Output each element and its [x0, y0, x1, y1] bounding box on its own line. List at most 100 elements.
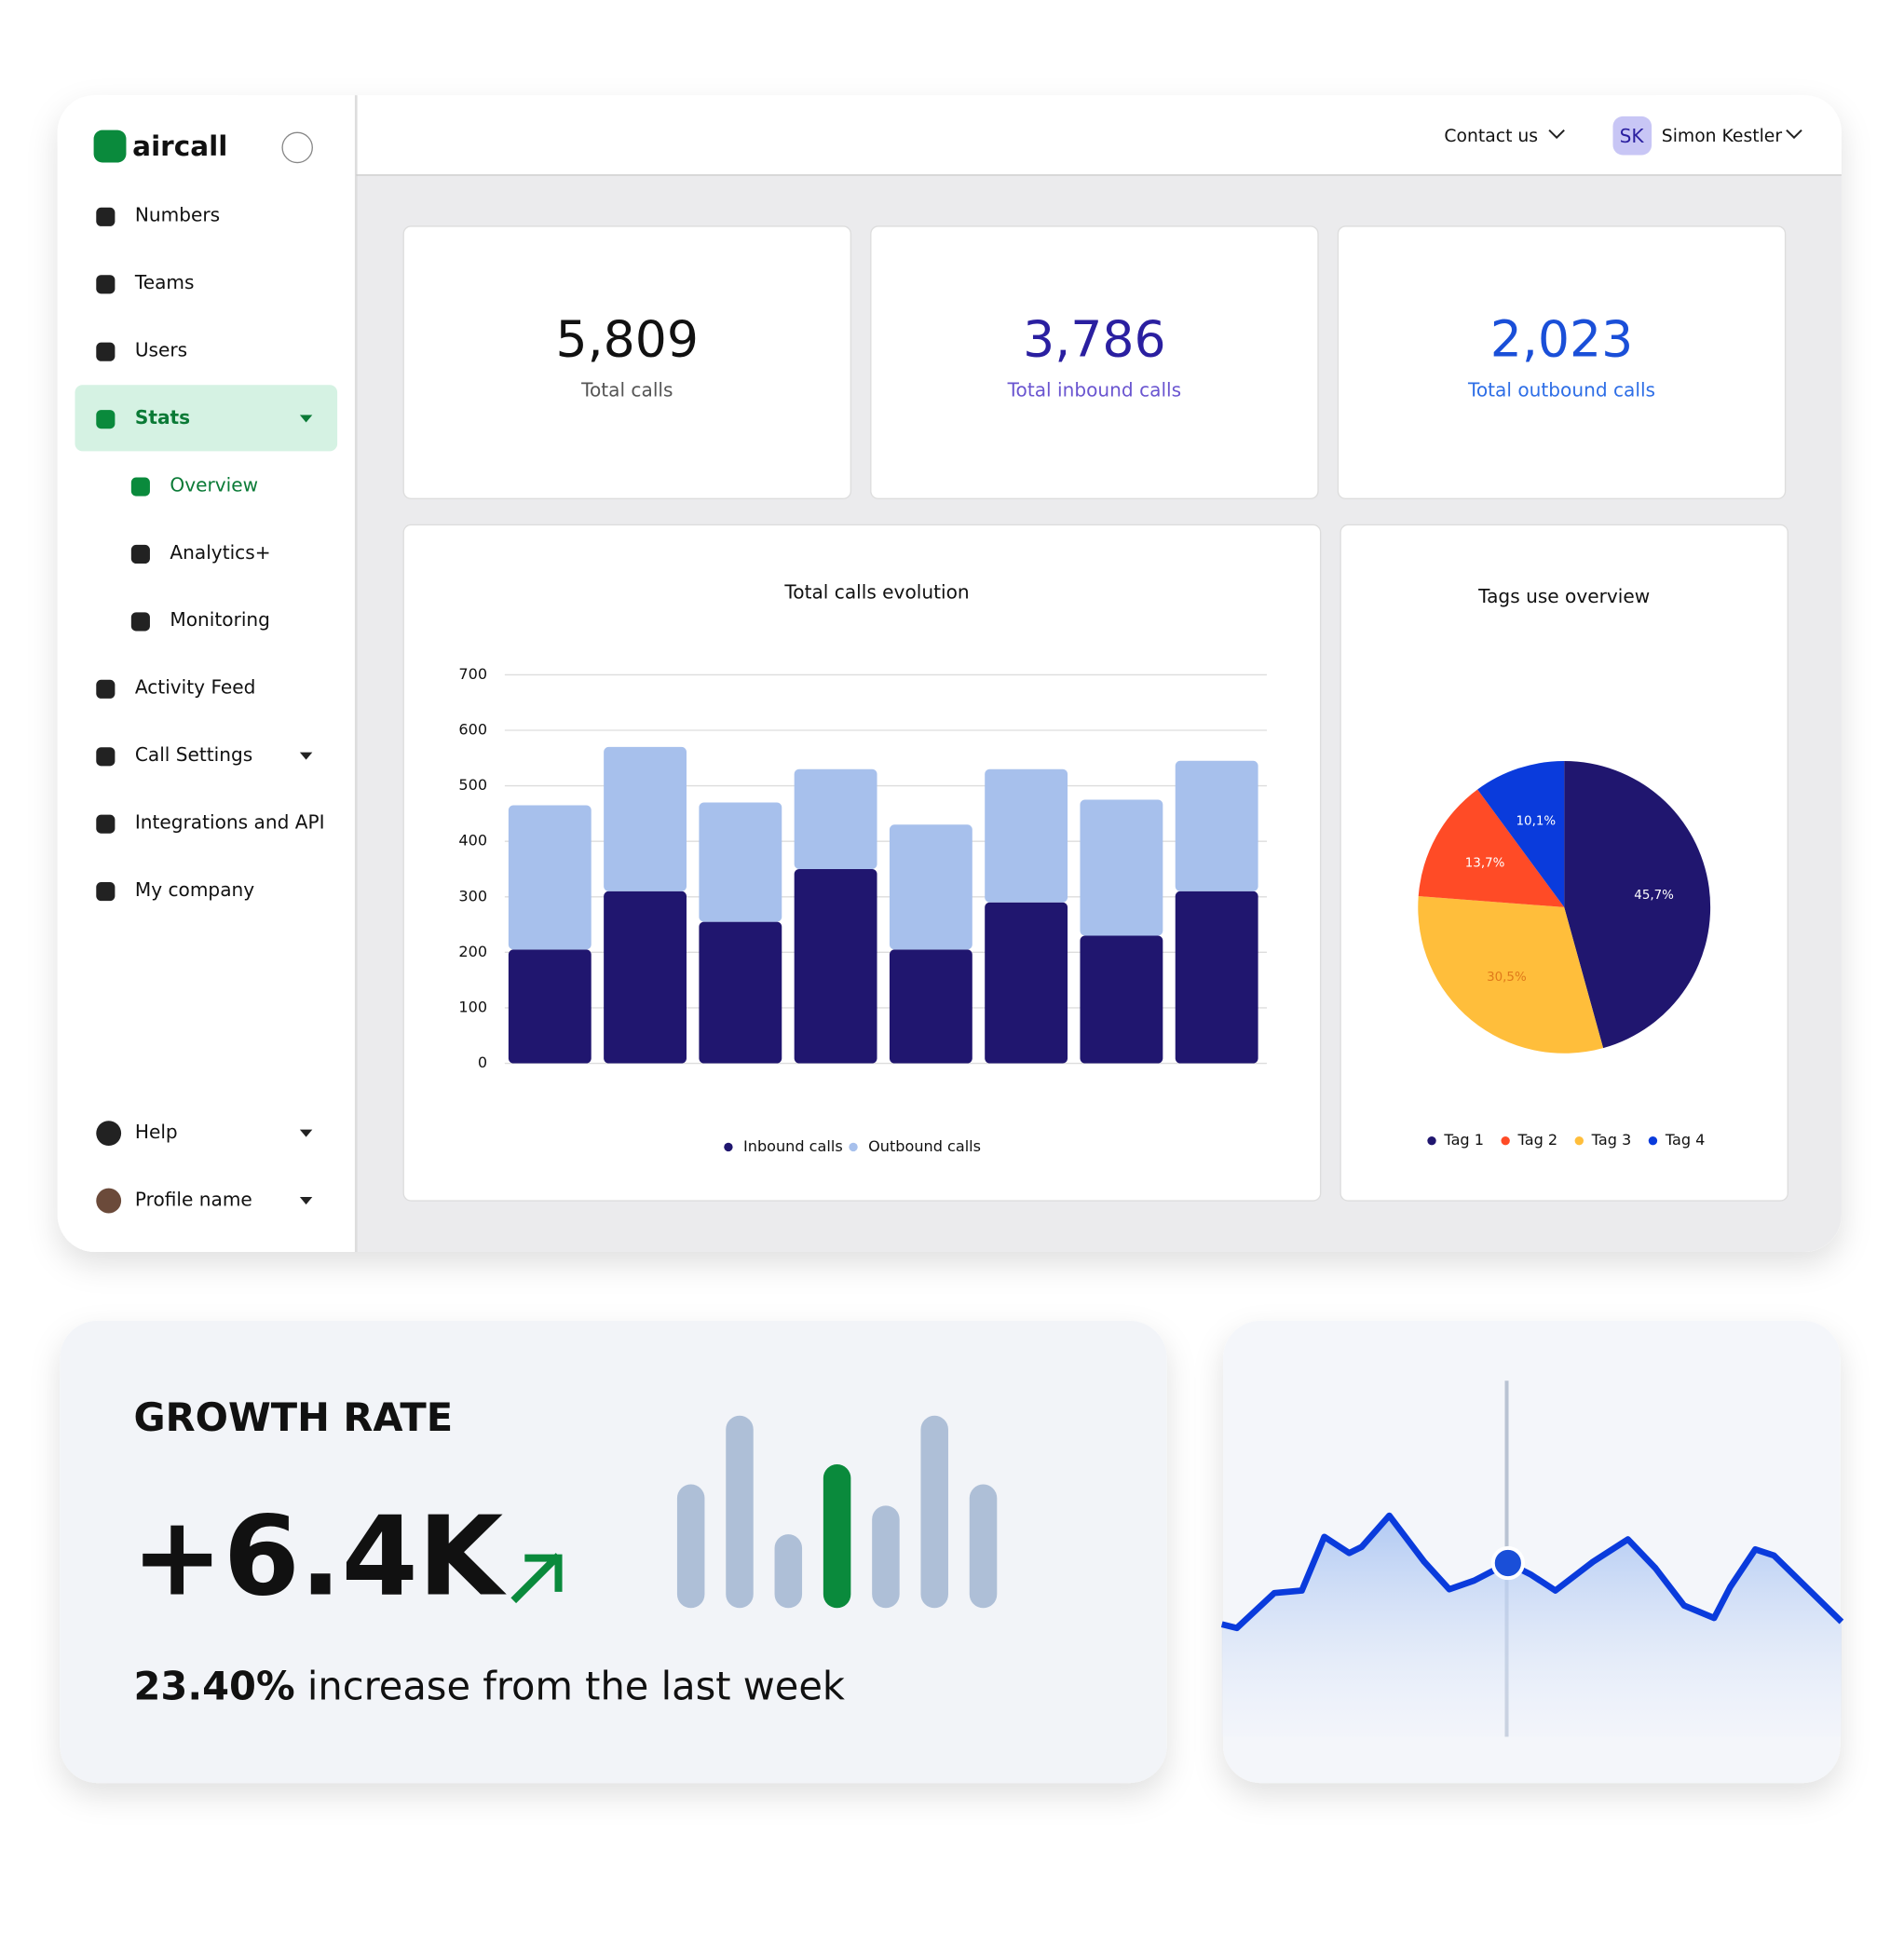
logo-icon — [93, 129, 127, 163]
bar-segment — [985, 902, 1068, 1064]
collapse-button[interactable] — [281, 131, 313, 164]
growth-title: GROWTH RATE — [134, 1394, 454, 1440]
nav-item[interactable]: Activity Feed — [135, 676, 256, 699]
mini-bar — [774, 1534, 803, 1609]
nav-icon — [96, 1188, 122, 1214]
nav-item[interactable]: Overview — [170, 473, 258, 496]
legend-swatch — [849, 1142, 858, 1152]
chevron — [1548, 129, 1565, 140]
nav-icon — [130, 544, 150, 564]
legend-label: Tag 4 — [1665, 1131, 1706, 1149]
mini-bar — [823, 1464, 851, 1609]
legend-label: Inbound calls — [743, 1137, 843, 1155]
dropdown-caret — [299, 1197, 313, 1205]
nav-item[interactable]: Profile name — [135, 1189, 252, 1211]
dropdown-caret — [299, 415, 313, 423]
up-arrow — [510, 1553, 563, 1604]
legend-swatch — [1427, 1135, 1436, 1146]
nav-item[interactable]: Integrations and API — [135, 811, 325, 834]
sidebar: Numbers Teams Users Stats Overview Analytics+… — [96, 204, 325, 1214]
nav-icon — [96, 275, 116, 294]
nav-item[interactable]: Numbers — [135, 204, 220, 226]
pie-slice — [1418, 896, 1604, 1054]
nav-icon — [96, 679, 116, 699]
bar-segment — [1175, 760, 1258, 891]
bar-segment — [699, 921, 782, 1064]
mini-bar — [969, 1484, 998, 1609]
nav-icon — [96, 814, 116, 834]
legend-label: Tag 3 — [1591, 1131, 1632, 1149]
bar-segment — [889, 949, 972, 1064]
kpi-card — [402, 225, 852, 499]
kpi-label: Total outbound calls — [1467, 378, 1655, 401]
contact-link[interactable]: Contact us — [1444, 127, 1538, 146]
mini-bar — [920, 1415, 948, 1609]
avatar — [1612, 116, 1652, 156]
bar-segment — [699, 802, 782, 922]
y-tick-label: 600 — [458, 721, 487, 739]
kpi-value: 5,809 — [556, 309, 700, 368]
bar-segment — [985, 768, 1068, 903]
nav-icon — [130, 477, 150, 496]
slice-label: 13,7% — [1465, 857, 1505, 871]
legend-label: Tag 2 — [1517, 1131, 1558, 1149]
pie-slice — [1418, 789, 1565, 907]
active-item-bg — [75, 385, 338, 452]
nav-item[interactable]: Monitoring — [170, 608, 270, 631]
bar-segment — [604, 891, 687, 1064]
nav-icon — [96, 747, 116, 767]
growth-value: +6.4K — [131, 1492, 508, 1621]
y-tick-label: 400 — [458, 832, 487, 850]
kpi-card — [870, 225, 1319, 499]
nav-icon — [130, 612, 150, 632]
nav-icon — [96, 410, 116, 429]
legend-swatch — [1648, 1135, 1658, 1146]
line-area — [1221, 1516, 1842, 1737]
y-tick-label: 300 — [458, 887, 487, 904]
nav-item[interactable]: My company — [135, 878, 254, 901]
initials: SK — [1620, 125, 1645, 147]
bar-segment — [794, 768, 877, 869]
y-tick-label: 200 — [458, 943, 487, 960]
legend-swatch — [724, 1142, 733, 1152]
bar-segment — [1175, 891, 1258, 1064]
nav-item[interactable]: Call Settings — [135, 743, 252, 766]
nav-icon — [96, 207, 116, 226]
growth-text: 23.40% increase from the last week — [134, 1663, 845, 1708]
user-name[interactable]: Simon Kestler — [1662, 127, 1783, 146]
slice-label: 45,7% — [1634, 889, 1674, 903]
nav-item[interactable]: Help — [135, 1121, 178, 1143]
nav-item[interactable]: Teams — [134, 271, 195, 293]
y-tick-label: 0 — [478, 1054, 487, 1071]
bar-segment — [508, 805, 592, 950]
growth-percent: 23.40% — [134, 1663, 295, 1708]
nav-icon — [96, 342, 116, 361]
nav-item[interactable]: Stats — [135, 406, 190, 428]
dropdown-caret — [299, 1129, 313, 1137]
legend-swatch — [1574, 1135, 1584, 1146]
y-tick-label: 500 — [458, 776, 487, 794]
nav-item[interactable]: Analytics+ — [170, 541, 270, 564]
mini-bar — [726, 1415, 754, 1609]
bar-segment — [794, 868, 877, 1064]
kpi-card — [1337, 225, 1787, 499]
pie-slice — [1564, 760, 1711, 1049]
bar-segment — [1080, 799, 1163, 936]
legend-label: Outbound calls — [868, 1137, 981, 1155]
kpi-value: 2,023 — [1490, 309, 1634, 368]
y-tick-label: 700 — [458, 665, 487, 683]
bar-segment — [604, 746, 687, 891]
brand: aircall — [132, 130, 227, 162]
dropdown-caret — [299, 752, 313, 760]
bar-segment — [1080, 935, 1163, 1064]
nav-item[interactable]: Users — [135, 339, 187, 361]
bar-segment — [508, 949, 592, 1064]
bar-segment — [889, 824, 972, 950]
pie-slice — [1477, 760, 1565, 907]
mini-bar — [676, 1484, 705, 1609]
kpi-value: 3,786 — [1023, 309, 1166, 368]
legend-swatch — [1501, 1135, 1510, 1146]
highlight-point — [1490, 1545, 1525, 1581]
